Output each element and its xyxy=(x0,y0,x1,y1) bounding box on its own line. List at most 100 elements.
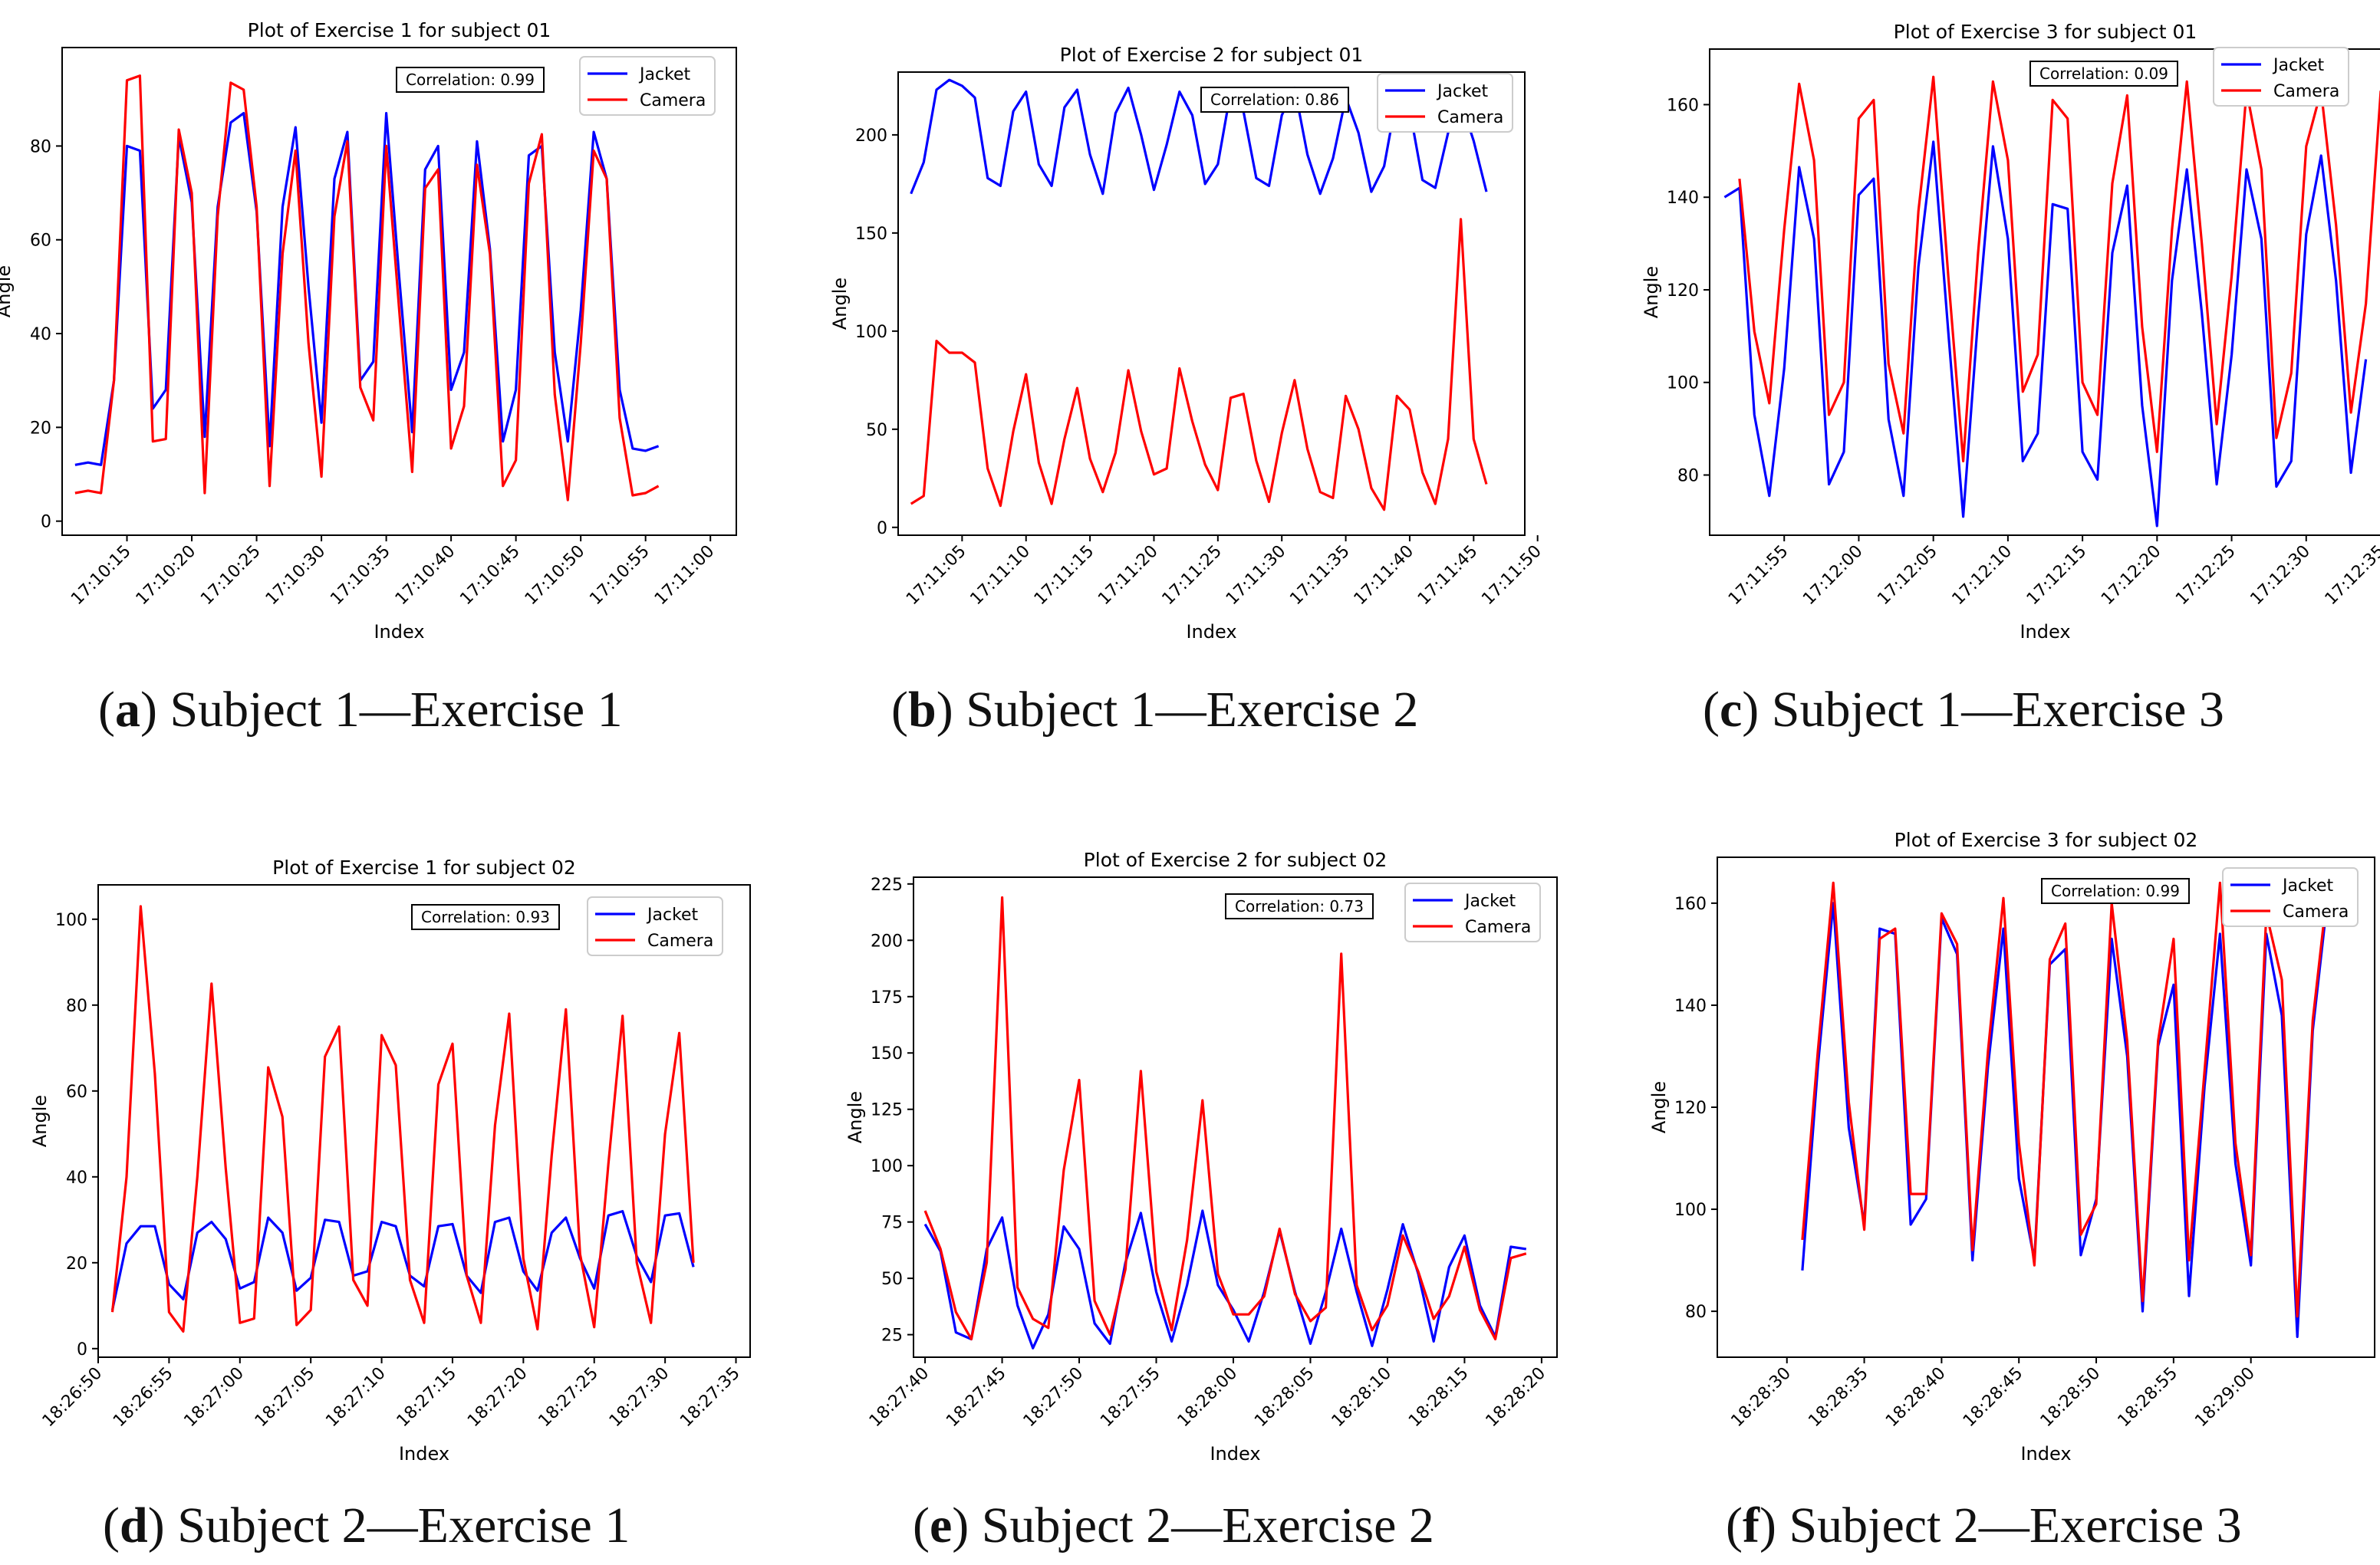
x-tick-label: 18:28:45 xyxy=(1960,1364,2027,1432)
legend-label-camera: Camera xyxy=(1465,918,1531,937)
caption-f: (f) Subject 2—Exercise 3 xyxy=(1726,1498,2242,1553)
x-tick-label: 17:10:45 xyxy=(456,542,524,610)
caption-b: (b) Subject 1—Exercise 2 xyxy=(891,682,1419,738)
correlation-box xyxy=(2041,878,2190,904)
chart-title: Plot of Exercise 3 for subject 02 xyxy=(1894,829,2198,851)
legend-label-camera: Camera xyxy=(640,91,706,110)
x-tick-label: 17:11:25 xyxy=(1159,542,1226,610)
x-tick-label: 17:10:55 xyxy=(586,542,653,610)
correlation-box xyxy=(1200,87,1349,113)
y-axis-label: Angle xyxy=(29,1095,51,1147)
y-tick-label: 175 xyxy=(871,988,903,1008)
x-tick-label: 18:27:20 xyxy=(464,1364,532,1432)
x-tick-label: 17:11:20 xyxy=(1095,542,1162,610)
x-tick-label: 17:11:10 xyxy=(966,542,1034,610)
legend-label-jacket: Jacket xyxy=(638,65,691,84)
y-axis-label: Angle xyxy=(1641,266,1662,318)
series-line-camera xyxy=(910,218,1488,511)
caption-d: (d) Subject 2—Exercise 1 xyxy=(103,1498,630,1553)
correlation-label: Correlation: 0.86 xyxy=(1210,90,1339,109)
x-tick-label: 18:28:10 xyxy=(1328,1364,1396,1432)
x-axis-label: Index xyxy=(399,1443,449,1465)
chart-title: Plot of Exercise 3 for subject 01 xyxy=(1894,21,2197,43)
y-tick-label: 160 xyxy=(1667,96,1699,115)
chart-title: Plot of Exercise 1 for subject 02 xyxy=(272,856,576,879)
chart-5: Plot of Exercise 2 for subject 02 25 50 75 1… xyxy=(844,849,1558,1465)
plot-frame xyxy=(97,884,751,1358)
x-tick-label: 17:11:00 xyxy=(651,542,719,610)
y-tick-label: 75 xyxy=(881,1214,903,1233)
y-tick-label: 50 xyxy=(866,421,887,440)
x-tick-label: 17:11:40 xyxy=(1351,542,1418,610)
x-tick-label: 17:11:50 xyxy=(1478,542,1546,610)
correlation-box xyxy=(2029,61,2178,87)
caption-a: (a) Subject 1—Exercise 1 xyxy=(98,682,623,738)
x-tick-label: 18:27:50 xyxy=(1020,1364,1088,1432)
x-tick-label: 17:11:05 xyxy=(903,542,970,610)
x-tick-label: 18:28:00 xyxy=(1174,1364,1242,1432)
y-tick-label: 0 xyxy=(77,1340,87,1360)
y-axis-label: Angle xyxy=(1648,1081,1670,1133)
x-tick-label: 17:12:15 xyxy=(2023,542,2091,610)
caption-e: (e) Subject 2—Exercise 2 xyxy=(913,1498,1434,1553)
y-tick-label: 80 xyxy=(66,997,87,1016)
x-tick-label: 18:28:30 xyxy=(1727,1364,1795,1432)
correlation-label: Correlation: 0.93 xyxy=(421,908,550,926)
series-line-camera xyxy=(110,905,695,1333)
correlation-box xyxy=(411,904,560,930)
y-tick-label: 20 xyxy=(30,419,51,438)
x-tick-label: 18:28:15 xyxy=(1405,1364,1473,1432)
legend-label-jacket: Jacket xyxy=(1463,892,1516,911)
legend-label-camera: Camera xyxy=(2283,903,2349,922)
x-tick-label: 18:28:20 xyxy=(1483,1364,1550,1432)
x-tick-label: 18:27:15 xyxy=(393,1364,461,1432)
chart-3: Plot of Exercise 3 for subject 01 80 100 12… xyxy=(1641,21,2380,643)
x-axis-label: Index xyxy=(1186,621,1236,643)
y-axis-label: Angle xyxy=(0,265,15,317)
x-tick-label: 18:28:40 xyxy=(1882,1364,1950,1432)
y-tick-label: 40 xyxy=(66,1169,87,1188)
y-tick-label: 120 xyxy=(1674,1099,1707,1118)
x-tick-label: 18:28:05 xyxy=(1251,1364,1318,1432)
legend-label-camera: Camera xyxy=(2273,82,2339,101)
series-line-jacket xyxy=(1801,893,2330,1338)
x-tick-label: 17:12:10 xyxy=(1949,542,2016,610)
chart-title: Plot of Exercise 1 for subject 01 xyxy=(248,19,551,41)
x-tick-label: 17:11:30 xyxy=(1223,542,1290,610)
legend-label-camera: Camera xyxy=(1437,108,1503,127)
correlation-label: Correlation: 0.99 xyxy=(406,71,535,89)
series-line-jacket xyxy=(1723,140,2368,528)
series-line-camera xyxy=(923,896,1527,1341)
x-tick-label: 17:10:30 xyxy=(262,542,330,610)
y-tick-label: 50 xyxy=(881,1270,903,1289)
chart-1: Plot of Exercise 1 for subject 01 0 20 40 60… xyxy=(0,19,737,643)
x-axis-label: Index xyxy=(374,621,424,643)
legend-label-jacket: Jacket xyxy=(646,906,699,925)
correlation-label: Correlation: 0.09 xyxy=(2039,64,2168,83)
x-tick-label: 17:12:25 xyxy=(2172,542,2240,610)
x-tick-label: 18:29:00 xyxy=(2191,1364,2259,1432)
x-tick-label: 18:26:55 xyxy=(110,1364,177,1432)
y-tick-label: 80 xyxy=(1685,1303,1707,1322)
plot-frame xyxy=(913,876,1558,1358)
x-tick-label: 18:27:00 xyxy=(180,1364,248,1432)
y-tick-label: 25 xyxy=(881,1327,903,1346)
x-tick-label: 18:27:05 xyxy=(252,1364,319,1432)
x-tick-label: 18:28:35 xyxy=(1805,1364,1872,1432)
x-tick-label: 17:12:20 xyxy=(2098,542,2165,610)
x-tick-label: 17:10:15 xyxy=(67,542,135,610)
x-tick-label: 17:12:35 xyxy=(2322,542,2380,610)
correlation-label: Correlation: 0.73 xyxy=(1235,897,1364,916)
x-tick-label: 18:27:40 xyxy=(866,1364,933,1432)
series-line-camera xyxy=(1801,881,2330,1318)
y-tick-label: 140 xyxy=(1674,997,1707,1016)
y-tick-label: 200 xyxy=(855,127,887,146)
y-axis-label: Angle xyxy=(829,278,851,330)
y-tick-label: 60 xyxy=(30,232,51,251)
chart-2: Plot of Exercise 2 for subject 01 0 50 100 1… xyxy=(829,44,1546,643)
x-tick-label: 17:12:00 xyxy=(1799,542,1867,610)
chart-title: Plot of Exercise 2 for subject 02 xyxy=(1084,849,1388,871)
x-tick-label: 17:10:35 xyxy=(327,542,394,610)
x-tick-label: 17:12:30 xyxy=(2247,542,2314,610)
legend-label-jacket: Jacket xyxy=(1436,82,1489,101)
